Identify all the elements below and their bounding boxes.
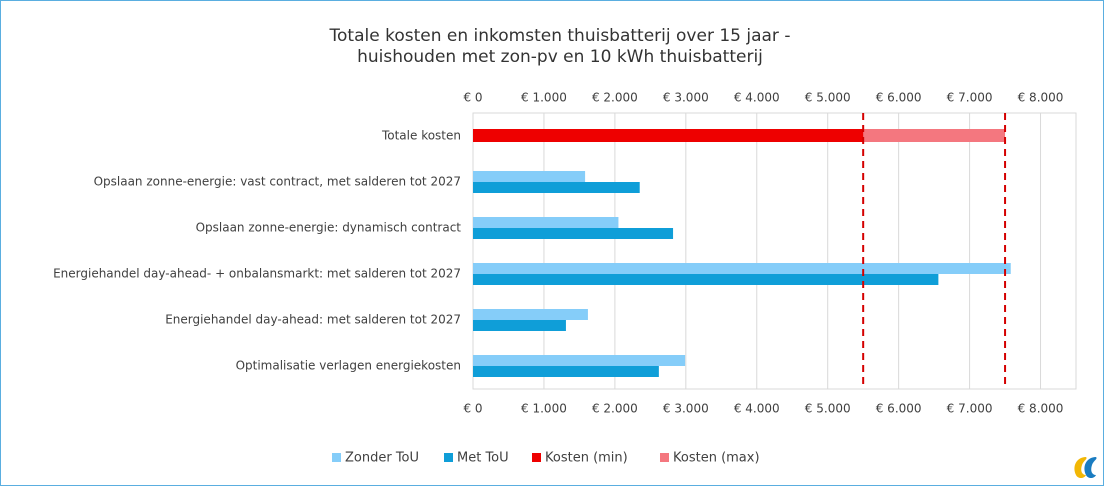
legend-label: Kosten (max) [673,451,760,466]
x-tick-label: € 2.000 [592,402,638,416]
x-tick-label: € 4.000 [734,402,780,416]
y-tick-label: Opslaan zonne-energie: dynamisch contrac… [196,221,462,235]
bar [473,320,566,331]
bar [473,309,588,320]
bar [473,355,686,366]
bar [473,274,939,285]
x-tick-label: € 5.000 [805,91,851,105]
x-tick-label: € 7.000 [947,91,993,105]
bar [473,263,1011,274]
y-tick-label: Optimalisatie verlagen energiekosten [236,359,461,373]
x-tick-label: € 6.000 [876,91,922,105]
bar [473,366,659,377]
legend-swatch [660,453,669,462]
x-tick-label: € 5.000 [805,402,851,416]
chart-title: huishouden met zon-pv en 10 kWh thuisbat… [357,47,763,67]
x-tick-label: € 2.000 [592,91,638,105]
y-tick-label: Opslaan zonne-energie: vast contract, me… [94,175,461,189]
logo [1074,457,1097,478]
x-tick-label: € 1.000 [521,91,567,105]
bar [473,228,674,239]
plot-frame [472,112,1077,390]
y-tick-label: Energiehandel day-ahead: met salderen to… [165,313,461,327]
bar [473,217,619,228]
x-tick-label: € 4.000 [734,91,780,105]
legend-swatch [332,453,341,462]
bar [473,182,640,193]
legend-swatch [532,453,541,462]
x-tick-label: € 0 [463,91,482,105]
legend-label: Met ToU [457,451,509,466]
legend-swatch [444,453,453,462]
x-tick-label: € 7.000 [947,402,993,416]
y-tick-label: Energiehandel day-ahead- + onbalansmarkt… [53,267,461,281]
x-tick-label: € 3.000 [663,91,709,105]
y-tick-label: Totale kosten [381,129,461,143]
bar [473,129,864,142]
x-tick-label: € 6.000 [876,402,922,416]
bar [473,171,586,182]
x-tick-label: € 1.000 [521,402,567,416]
x-tick-label: € 0 [463,402,482,416]
x-tick-label: € 8.000 [1018,402,1064,416]
legend-label: Zonder ToU [345,451,419,466]
chart-title: Totale kosten en inkomsten thuisbatterij… [329,26,791,46]
x-tick-label: € 8.000 [1018,91,1064,105]
legend-label: Kosten (min) [545,451,628,466]
x-tick-label: € 3.000 [663,402,709,416]
